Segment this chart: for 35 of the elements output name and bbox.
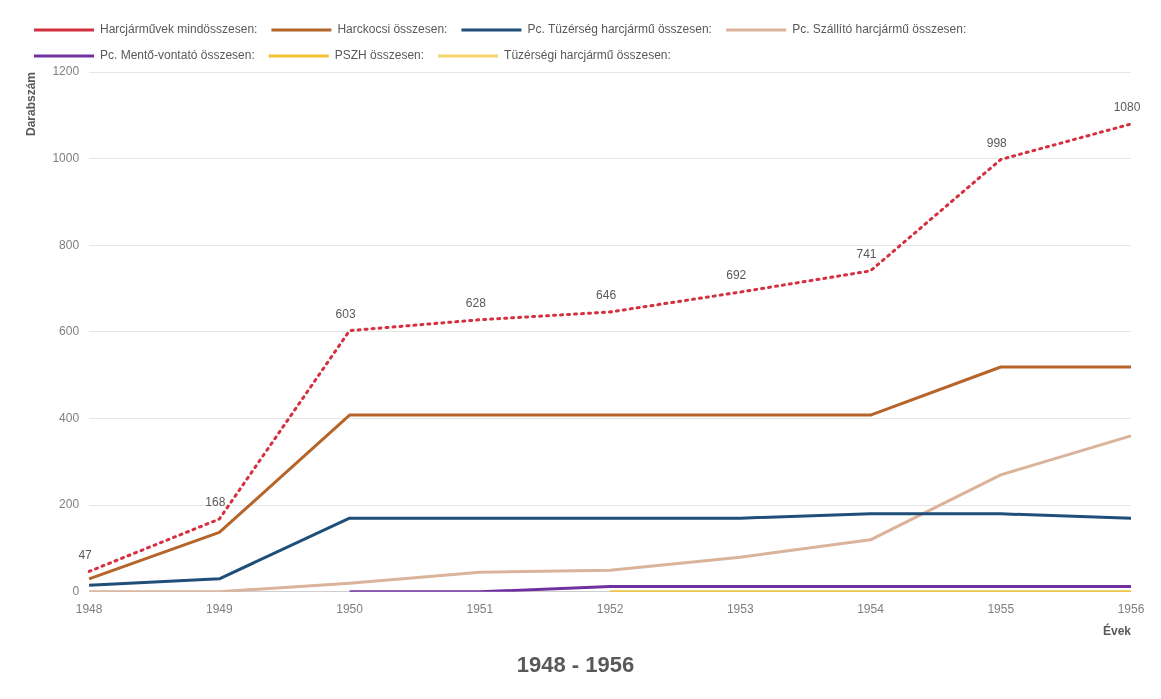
x-tick-label: 1956 [1117, 602, 1145, 617]
data-label: 628 [465, 296, 487, 311]
data-label: 741 [856, 247, 877, 262]
x-tick-label: 1952 [596, 602, 624, 617]
legend-label: Tüzérségi harcjármű összesen: [504, 48, 671, 63]
x-tick-label: 1949 [205, 602, 233, 617]
x-tick-label: 1953 [726, 602, 754, 617]
y-tick-label: 200 [59, 497, 80, 512]
data-label: 692 [726, 268, 747, 283]
legend-label: Harcjárművek mindösszesen: [100, 22, 258, 37]
x-axis-title: Évek [1102, 622, 1132, 638]
data-label: 646 [596, 288, 617, 303]
y-tick-label: 0 [72, 584, 80, 599]
x-tick-label: 1955 [987, 602, 1015, 617]
data-label: 998 [986, 135, 1008, 150]
data-label: 603 [335, 306, 356, 321]
y-tick-label: 800 [59, 237, 80, 252]
y-tick-label: 400 [59, 410, 80, 425]
legend-label: Pc. Mentő-vontató összesen: [100, 48, 255, 63]
x-tick-label: 1951 [466, 602, 494, 617]
legend-label: Pc. Szállító harcjármű összesen: [792, 22, 967, 37]
x-tick-label: 1954 [857, 602, 885, 617]
data-label: 47 [78, 547, 93, 562]
y-axis-title: Darabszám [23, 72, 38, 137]
legend-label: Pc. Tüzérség harcjármű összesen: [527, 22, 712, 37]
y-tick-label: 1200 [52, 64, 80, 79]
data-label: 1080 [1113, 100, 1141, 115]
y-tick-label: 1000 [52, 150, 80, 165]
text: 1948 - 1956 [516, 651, 635, 677]
legend-label: PSZH összesen: [334, 48, 425, 63]
x-tick-label: 1948 [75, 602, 103, 617]
data-label: 168 [205, 495, 226, 510]
y-tick-label: 600 [59, 324, 80, 339]
legend-label: Harckocsi összesen: [337, 22, 448, 37]
x-tick-label: 1950 [336, 602, 364, 617]
